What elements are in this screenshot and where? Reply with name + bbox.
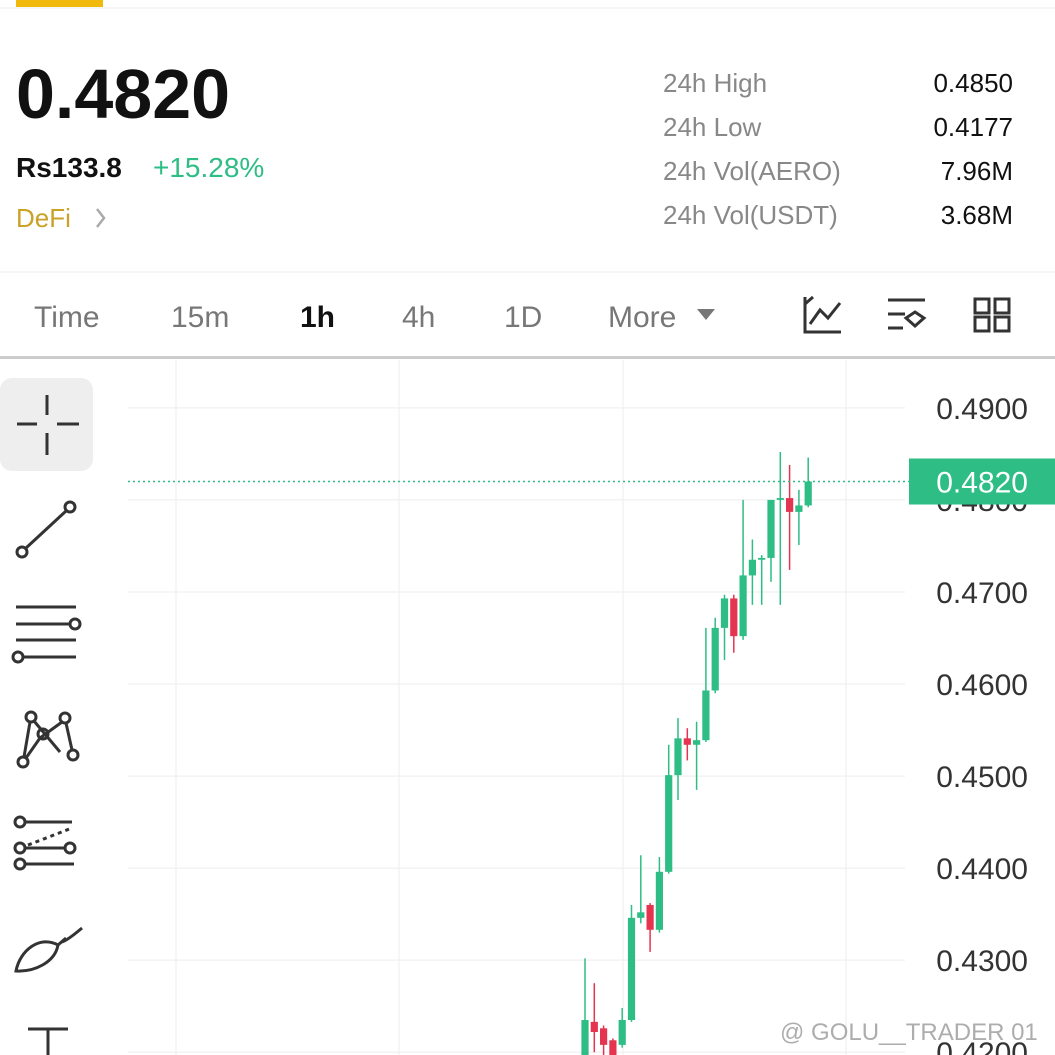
candle-body	[720, 598, 729, 628]
interval-tab[interactable]: 1h	[300, 301, 335, 334]
candle-body	[702, 690, 710, 741]
candle-body	[795, 505, 803, 512]
interval-tab[interactable]: 4h	[402, 301, 435, 334]
tag-link[interactable]: DeFi	[16, 203, 71, 233]
candle-body	[655, 871, 663, 930]
settings-icon[interactable]	[888, 298, 927, 330]
candle-body	[646, 904, 654, 930]
top-tab-indicator	[16, 0, 103, 7]
candle-body	[609, 1040, 617, 1055]
stat-value: 3.68M	[941, 200, 1013, 230]
last-price-label: 0.4820	[936, 467, 1028, 500]
chart: 0.4200 0.4300 0.4400 0.4500 0.4600 0.4700 0.48…	[128, 393, 1055, 1055]
interval-tab[interactable]: 15m	[171, 301, 229, 334]
candle-body	[711, 627, 719, 691]
stat-value: 0.4850	[933, 68, 1013, 98]
dropdown-arrow[interactable]	[697, 309, 715, 320]
candle-body	[627, 917, 636, 1021]
candle-body	[804, 481, 812, 506]
stat-label: 24h High	[663, 68, 767, 98]
y-tick-label: 0.4400	[936, 853, 1028, 886]
stat-value: 0.4177	[933, 112, 1013, 142]
candle-body	[637, 912, 645, 918]
y-tick-label: 0.4600	[936, 669, 1028, 702]
y-tick-label: 0.4900	[936, 393, 1028, 426]
interval-tab[interactable]: More	[608, 301, 676, 334]
drawing-tools	[0, 378, 93, 1055]
stat-value: 7.96M	[941, 156, 1013, 186]
stat-label: 24h Low	[663, 112, 762, 142]
indicator-icon[interactable]	[803, 295, 842, 334]
tool-fib[interactable]	[13, 815, 77, 871]
tool-line[interactable]	[15, 500, 77, 559]
change-percent: +15.28%	[153, 152, 264, 183]
candle-body	[767, 499, 775, 558]
tool-crosshair[interactable]	[17, 395, 79, 455]
last-price-box	[909, 458, 1055, 505]
y-tick-label: 0.4300	[936, 945, 1028, 978]
tool-text[interactable]	[28, 1027, 68, 1055]
candle-body	[618, 1020, 626, 1045]
candle-body	[683, 738, 691, 745]
interval-tab[interactable]: Time	[34, 301, 100, 334]
candle-body	[600, 1028, 608, 1045]
watermark: @ GOLU__TRADER 01	[780, 1019, 1038, 1046]
stats: 24h High 0.4850 24h Low 0.4177 24h Vol(AERO)…	[663, 68, 1013, 230]
y-tick-label: 0.4500	[936, 761, 1028, 794]
interval-tabs: Time 15m 1h 4h 1D More	[34, 301, 676, 334]
vertical-grid	[175, 360, 847, 1055]
layout-icon[interactable]	[973, 297, 1011, 333]
candle-body	[590, 1021, 598, 1032]
candle-body	[674, 738, 682, 776]
divider	[0, 356, 1055, 359]
chevron	[96, 208, 106, 228]
candle-body	[758, 557, 766, 560]
interval-tab[interactable]: 1D	[504, 301, 542, 334]
stat-label: 24h Vol(USDT)	[663, 200, 838, 230]
y-tick-label: 0.4700	[936, 577, 1028, 610]
tool-crosshair-bg[interactable]	[0, 378, 93, 471]
candle-body	[748, 559, 756, 576]
candle-body	[665, 775, 673, 872]
y-tick-label: 0.4200	[936, 1037, 1028, 1055]
stat-label: 24h Vol(AERO)	[663, 156, 841, 186]
tool-brush[interactable]	[14, 926, 83, 973]
candle-body	[693, 740, 701, 745]
candle-body	[581, 1020, 589, 1055]
last-price: 0.4820	[16, 55, 230, 133]
candle-body	[739, 575, 747, 637]
candle-body	[786, 498, 794, 512]
candle-body	[776, 498, 784, 500]
tool-parallel[interactable]	[11, 605, 82, 664]
tool-pattern[interactable]	[16, 710, 80, 769]
candles	[581, 452, 812, 1055]
candle-body	[730, 598, 738, 637]
fiat-price: Rs133.8	[16, 152, 122, 183]
chart-icons	[803, 295, 1011, 334]
